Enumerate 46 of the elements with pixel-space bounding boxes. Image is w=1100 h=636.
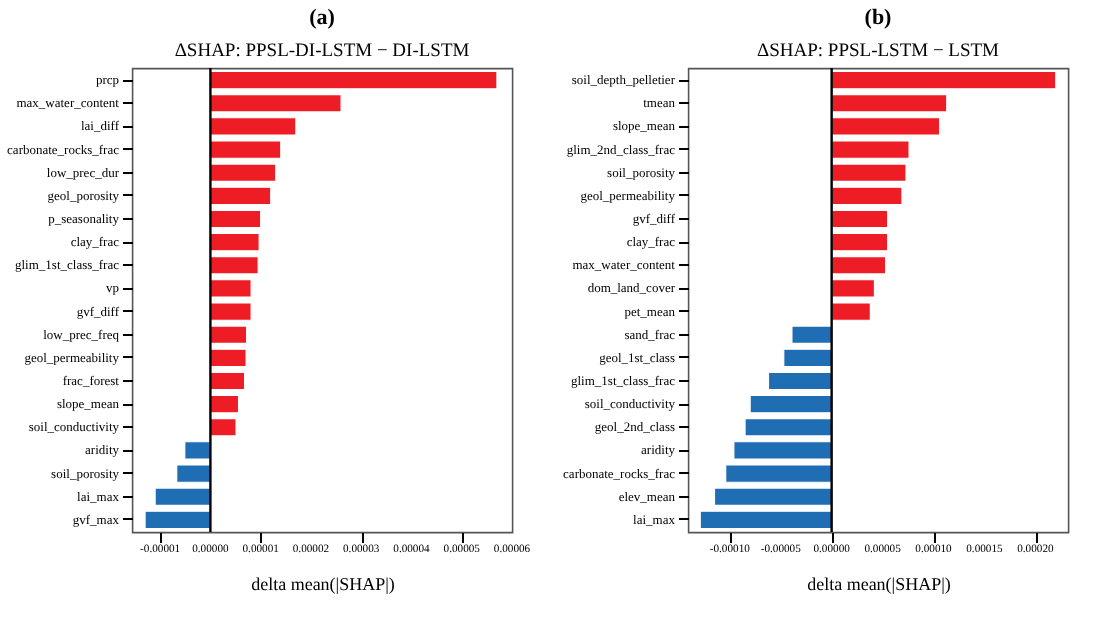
bar	[831, 302, 871, 321]
bar	[713, 487, 833, 506]
bar	[184, 441, 212, 460]
bar	[831, 70, 1057, 90]
bar	[831, 279, 876, 298]
bar	[209, 117, 297, 136]
bar	[209, 394, 240, 414]
bar	[209, 371, 246, 391]
bar	[733, 441, 833, 460]
bar	[209, 94, 342, 113]
bar	[209, 209, 262, 229]
bar	[831, 256, 887, 275]
bar	[209, 163, 277, 182]
bar	[209, 418, 237, 437]
bar	[209, 256, 259, 275]
bar	[725, 464, 833, 483]
bar	[831, 232, 889, 252]
bar	[767, 371, 833, 391]
chart-title: (a)	[309, 5, 336, 30]
chart-title: (b)	[864, 5, 893, 30]
chart-subtitle: ΔSHAP: PPSL-DI-LSTM − DI-LSTM	[174, 41, 471, 62]
bar	[209, 232, 260, 252]
bar	[783, 348, 833, 368]
bar	[749, 394, 833, 414]
x-axis-title: delta mean(|SHAP|)	[251, 574, 395, 594]
bar	[209, 279, 252, 298]
bar	[831, 186, 903, 206]
bar	[209, 325, 248, 344]
bar	[209, 140, 282, 159]
bar	[831, 209, 889, 229]
bar	[176, 464, 212, 483]
bar	[831, 117, 941, 136]
bar	[831, 163, 907, 182]
bar	[209, 186, 272, 206]
x-axis-title: delta mean(|SHAP|)	[807, 574, 951, 594]
bar	[744, 418, 833, 437]
bar	[154, 487, 212, 506]
bar	[699, 510, 833, 530]
chart-subtitle: ΔSHAP: PPSL-LSTM − LSTM	[756, 41, 1001, 62]
bar	[831, 94, 948, 113]
bar	[209, 302, 252, 321]
bar	[209, 348, 247, 368]
bar	[144, 510, 212, 530]
bar	[791, 325, 833, 344]
bar	[209, 70, 498, 90]
bar	[831, 140, 910, 159]
